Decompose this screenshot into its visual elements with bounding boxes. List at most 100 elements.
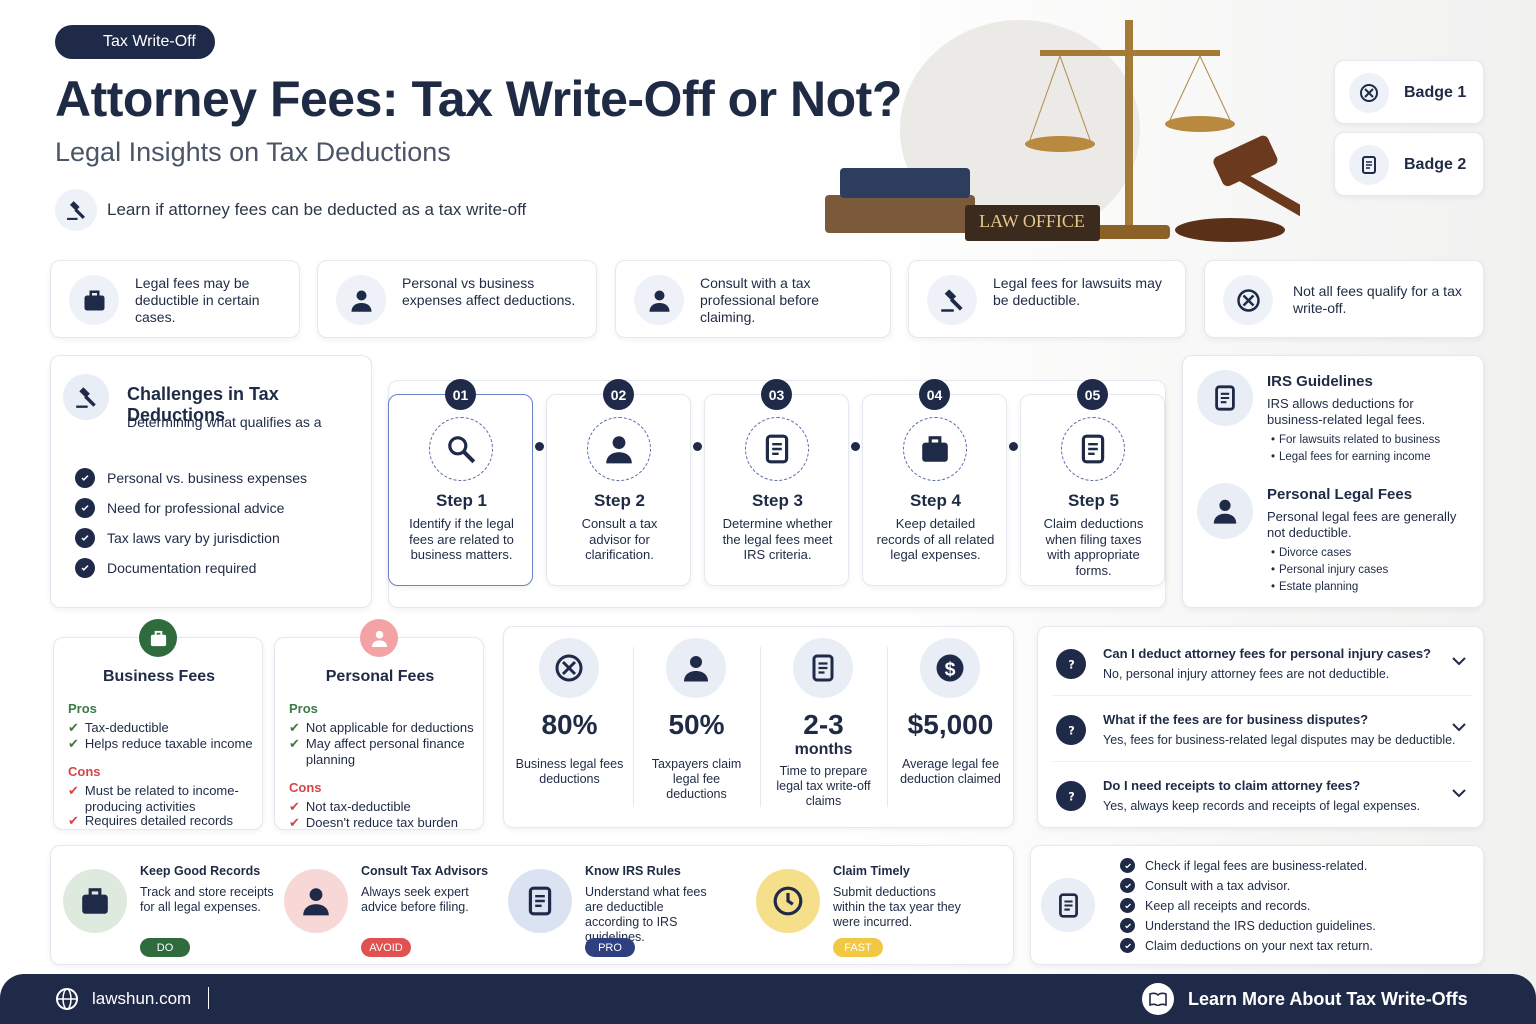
check-dot [75, 558, 95, 578]
pro-item: ✔ Tax-deductible [68, 720, 258, 736]
icon: ? [1056, 649, 1086, 679]
checklist-text: Check if legal fees are business-related… [1145, 858, 1368, 873]
faq-toggle[interactable] [1452, 653, 1466, 669]
pro-text: Tax-deductible [84, 720, 169, 735]
icon [1061, 417, 1125, 481]
glyph [773, 886, 803, 916]
icon [1349, 145, 1389, 185]
footer: lawshun.com Learn More About Tax Write-Of… [0, 974, 1536, 1024]
divider [1052, 761, 1472, 762]
glyph [684, 656, 708, 682]
icon [587, 417, 651, 481]
check-dot [75, 468, 95, 488]
pro-item: ✔ Helps reduce taxable income [68, 736, 258, 752]
icon [666, 638, 726, 698]
icon [1223, 275, 1273, 325]
glyph: $ [936, 654, 964, 682]
tip-title: Consult Tax Advisors [361, 864, 489, 878]
pro-mark: ✔ [289, 720, 300, 735]
icon [63, 869, 127, 933]
challenge-item: Documentation required [75, 558, 256, 578]
checklist-card: Check if legal fees are business-related… [1030, 845, 1484, 965]
con-mark: ✔ [68, 813, 79, 828]
checklist-text: Consult with a tax advisor. [1145, 878, 1291, 893]
cons-label: Cons [289, 780, 322, 795]
faq-toggle[interactable] [1452, 785, 1466, 801]
glyph: ? [1068, 790, 1075, 803]
glyph [922, 436, 948, 462]
footer-site: lawshun.com [92, 989, 192, 1008]
step-number: 02 [603, 379, 634, 410]
tip-text: Always seek expert advice before filing. [361, 885, 469, 914]
bullet: • [1270, 451, 1276, 463]
compare-title: Business Fees [102, 668, 216, 685]
checklist-text: Keep all receipts and records. [1145, 898, 1311, 913]
glyph [84, 290, 104, 310]
faq-question: Can I deduct attorney fees for personal … [1103, 646, 1431, 661]
guide-title: Personal Legal Fees [1267, 486, 1413, 503]
hero-illustration: LAW OFFICE [825, 20, 1300, 242]
footer-sep [208, 987, 209, 1009]
stat-value: 80% [541, 709, 598, 740]
fact-text: Consult with a tax professional before c… [700, 275, 820, 325]
challenge-text: Documentation required [107, 560, 257, 576]
glyph [371, 630, 387, 647]
bullet: • [1270, 581, 1276, 593]
footer-cta[interactable]: Learn More About Tax Write-Offs [1142, 982, 1468, 1016]
con-text: Not tax-deductible [305, 799, 411, 814]
tip-text: Submit deductions within the tax year th… [833, 885, 961, 929]
faq-toggle[interactable] [1452, 719, 1466, 735]
step-number: 03 [761, 379, 792, 410]
fact-card: Consult with a tax professional before c… [615, 260, 891, 338]
stat-label: Time to prepare legal tax write-off clai… [776, 764, 871, 808]
guide-item: • Legal fees for earning income [1267, 451, 1431, 463]
pro-item: ✔ May affect personal finance planning [289, 736, 479, 768]
sign-text: LAW OFFICE [979, 211, 1085, 231]
challenges-title: Challenges in Tax Deductions [127, 384, 279, 425]
step-title: Step 3 [751, 491, 804, 510]
guides-card: IRS Guidelines IRS allows deductions for … [1182, 355, 1484, 608]
con-text: Must be related to income-producing acti… [84, 783, 239, 814]
compare-title: Personal Fees [325, 668, 435, 685]
tag-pill: Tax Write-Off [55, 25, 215, 59]
glyph [351, 290, 371, 312]
globe-icon [55, 987, 79, 1016]
svg-text:?: ? [1068, 724, 1075, 737]
check-dot [1120, 898, 1135, 913]
step-connector [1009, 442, 1018, 451]
stat-unit: months [794, 741, 853, 758]
step-text: Consult a tax advisor for clarification. [581, 516, 658, 562]
step-card: Step 2 Consult a tax advisor for clarific… [546, 394, 691, 586]
compare-card: Personal Fees Pros ✔ Not applicable for ded… [274, 637, 484, 830]
glyph [649, 290, 669, 312]
glyph [82, 888, 108, 914]
fact-text: Legal fees may be deductible in certain … [135, 275, 260, 325]
icon [336, 275, 386, 325]
challenges-lead: Determining what qualifies as a [127, 414, 322, 430]
tip-text: Track and store receipts for all legal e… [140, 885, 274, 914]
step-connector [851, 442, 860, 451]
icon [927, 275, 977, 325]
tip-tag: FAST [833, 938, 883, 957]
faq-question: What if the fees are for business disput… [1103, 712, 1369, 727]
con-item: ✔ Must be related to income-producing act… [68, 783, 258, 815]
step-connector [535, 442, 544, 451]
step-number: 01 [445, 379, 476, 410]
step-title: Step 4 [909, 491, 962, 510]
challenges-card: Challenges in Tax Deductions Determining … [50, 355, 372, 608]
guide-item: • Personal injury cases [1267, 564, 1388, 576]
faq-card: ? Can I deduct attorney fees for personal… [1037, 626, 1484, 828]
bullet: • [1270, 434, 1276, 446]
intro: Learn if attorney fees can be deducted a… [107, 200, 527, 219]
icon [903, 417, 967, 481]
checklist-item: Keep all receipts and records. [1120, 898, 1310, 913]
svg-text:?: ? [1068, 790, 1075, 803]
icon [429, 417, 493, 481]
footer-cta-text: Learn More About Tax Write-Offs [1188, 988, 1468, 1009]
icon [793, 638, 853, 698]
challenge-item: Need for professional advice [75, 498, 284, 518]
tip-tag: AVOID [361, 938, 411, 957]
bullet: • [1270, 564, 1276, 576]
stat-value: 2-3 [803, 709, 844, 740]
